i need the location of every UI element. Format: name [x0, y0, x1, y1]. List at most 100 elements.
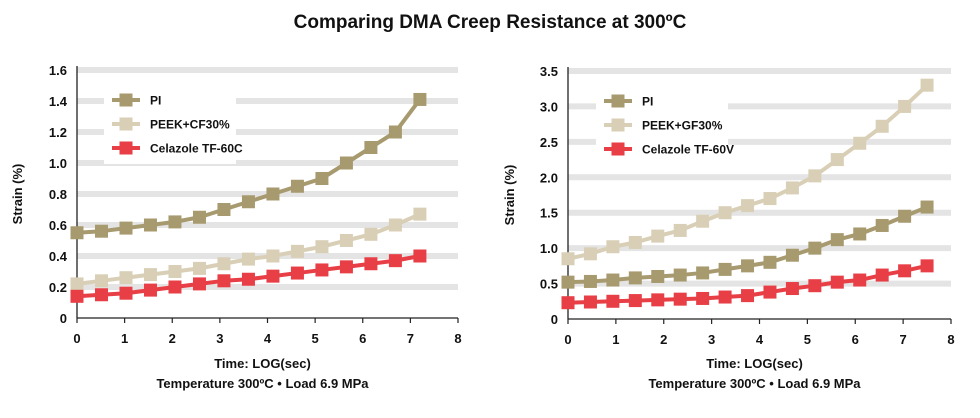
data-point [696, 291, 710, 305]
x-tick-label: 4 [756, 332, 764, 347]
data-point [651, 269, 665, 283]
data-point [651, 229, 665, 243]
data-point [413, 92, 427, 106]
y-tick-label: 0.6 [49, 218, 67, 233]
data-point [168, 215, 182, 229]
x-tick-label: 8 [947, 332, 954, 347]
data-point [119, 271, 133, 285]
data-point [808, 279, 822, 293]
legend-label: PEEK+CF30% [150, 118, 230, 132]
y-tick-label: 0 [60, 311, 67, 326]
data-point [853, 227, 867, 241]
y-tick-label: 2.5 [540, 135, 558, 150]
x-axis-title: Time: LOG(sec) [214, 356, 311, 371]
y-tick-label: 0 [551, 312, 558, 327]
data-point [266, 249, 280, 263]
data-point [561, 275, 575, 289]
data-point [898, 99, 912, 113]
data-point [920, 78, 934, 92]
y-tick-label: 3.0 [540, 99, 558, 114]
legend-swatch-marker [611, 142, 625, 156]
data-point [741, 289, 755, 303]
data-point [119, 221, 133, 235]
legend-swatch-marker [611, 94, 625, 108]
data-point [192, 210, 206, 224]
data-point [830, 233, 844, 247]
data-point [364, 257, 378, 271]
data-point [119, 286, 133, 300]
data-point [266, 269, 280, 283]
data-point [875, 268, 889, 282]
data-point [741, 259, 755, 273]
y-tick-label: 0.2 [49, 280, 67, 295]
data-point [628, 294, 642, 308]
data-point [168, 265, 182, 278]
data-point [143, 268, 157, 282]
data-point [763, 255, 777, 269]
chart-left: 0 0.2 0.4 0.6 0.8 1.0 1.2 1.4 1.6 0 1 2 3 4 5 6 7 8 Time: … [10, 63, 462, 391]
data-point [192, 261, 206, 275]
data-point [808, 241, 822, 255]
data-point [606, 273, 620, 287]
data-point [718, 206, 732, 220]
data-point [785, 282, 799, 296]
data-point [315, 172, 329, 185]
data-point [168, 280, 182, 294]
data-point [651, 293, 665, 307]
x-tick-label: 6 [359, 331, 366, 346]
x-axis-subtitle: Temperature 300ºC • Load 6.9 MPa [648, 376, 861, 391]
y-tick-label: 0.8 [49, 187, 67, 202]
data-point [763, 192, 777, 206]
y-tick-label: 2.0 [540, 170, 558, 185]
data-point [696, 266, 710, 280]
data-point [583, 274, 597, 288]
data-point [70, 289, 84, 303]
x-tick-label: 7 [900, 332, 907, 347]
data-point [364, 141, 378, 154]
data-point [192, 277, 206, 291]
chart-right: 0 0.5 1.0 1.5 2.0 2.5 3.0 3.5 0 1 2 3 4 5 6 7 8 Time: LOG… [502, 64, 955, 391]
data-point [853, 136, 867, 150]
data-point [583, 247, 597, 261]
data-point [875, 218, 889, 232]
legend-label: Celazole TF-60V [642, 143, 734, 157]
data-point [70, 226, 84, 240]
data-point [718, 290, 732, 304]
y-tick-label: 1.5 [540, 206, 558, 221]
data-point [561, 296, 575, 310]
data-point [70, 277, 84, 291]
legend-label: PI [150, 94, 161, 108]
data-point [741, 199, 755, 213]
data-point [241, 272, 255, 286]
data-point [583, 295, 597, 309]
y-tick-label: 0.4 [49, 249, 68, 264]
y-tick-label: 1.0 [540, 241, 558, 256]
x-tick-label: 3 [216, 331, 223, 346]
x-tick-label: 0 [564, 332, 571, 347]
data-point [673, 268, 687, 282]
legend-label: PEEK+GF30% [642, 119, 723, 133]
data-point [388, 254, 402, 268]
legend-swatch-marker [119, 141, 133, 155]
data-point [898, 264, 912, 278]
data-point [628, 271, 642, 285]
x-tick-label: 6 [852, 332, 859, 347]
data-point [718, 262, 732, 276]
data-point [290, 179, 304, 193]
y-tick-label: 1.2 [49, 125, 67, 140]
data-point [413, 207, 427, 221]
data-point [388, 218, 402, 232]
legend-label: PI [642, 95, 653, 109]
x-tick-label: 0 [73, 331, 80, 346]
legend-swatch-marker [119, 117, 133, 131]
x-tick-label: 8 [454, 331, 461, 346]
chart-main-title: Comparing DMA Creep Resistance at 300ºC [293, 12, 687, 33]
legend-swatch-marker [611, 118, 625, 132]
data-point [673, 292, 687, 306]
y-tick-label: 1.4 [49, 94, 68, 109]
data-point [696, 214, 710, 228]
data-point [241, 195, 255, 209]
data-point [339, 156, 353, 170]
data-point [830, 275, 844, 289]
y-tick-label: 1.6 [49, 63, 67, 78]
